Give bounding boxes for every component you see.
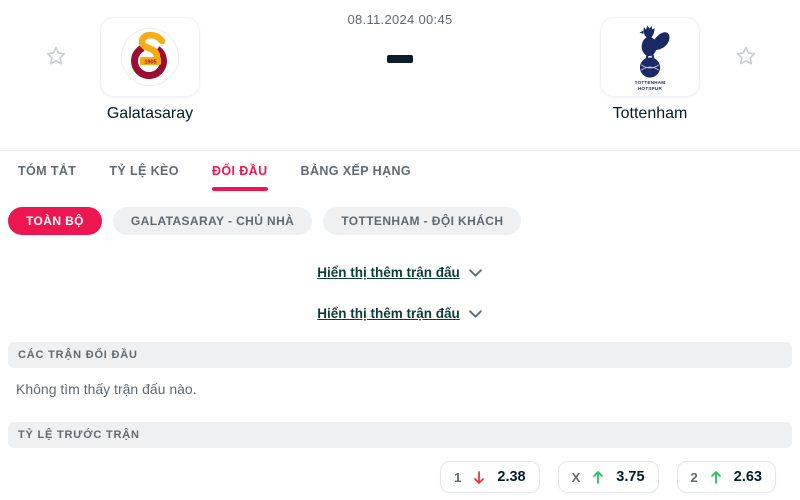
- h2h-filters: TOÀN BỘ GALATASARAY - CHỦ NHÀ TOTTENHAM …: [8, 207, 800, 235]
- odds-draw-label: X: [571, 469, 581, 485]
- prematch-odds-row: 1 2.38 X 3.75 2 2.63: [0, 461, 776, 493]
- prematch-odds-section-header: TỶ LỆ TRƯỚC TRẬN: [8, 422, 792, 448]
- tab-h2h-label: ĐỐI ĐẦU: [211, 164, 268, 178]
- tab-h2h[interactable]: ĐỐI ĐẦU: [211, 151, 268, 191]
- odds-home-win-button[interactable]: 1 2.38: [440, 461, 540, 493]
- home-team: 1905 Galatasaray: [80, 17, 220, 123]
- odds-away-value: 2.63: [733, 469, 762, 485]
- tab-standings-label: BẢNG XẾP HẠNG: [300, 164, 412, 178]
- score-placeholder-dash: [387, 55, 413, 63]
- odds-draw-button[interactable]: X 3.75: [557, 461, 659, 493]
- odds-away-label: 2: [690, 469, 698, 485]
- home-team-logo[interactable]: 1905: [100, 17, 200, 97]
- tab-standings[interactable]: BẢNG XẾP HẠNG: [301, 151, 412, 191]
- filter-all-button[interactable]: TOÀN BỘ: [8, 207, 102, 235]
- chevron-down-icon: [468, 309, 482, 318]
- away-team-name[interactable]: Tottenham: [612, 105, 688, 122]
- show-more-matches-row-2[interactable]: Hiển thị thêm trận đấu: [0, 306, 800, 321]
- tab-odds-label: TỶ LỆ KÈO: [109, 164, 179, 178]
- crest-club-name-line2: HOTSPUR: [638, 86, 662, 91]
- tab-summary[interactable]: TÓM TẮT: [18, 151, 76, 191]
- odds-draw-value: 3.75: [616, 469, 645, 485]
- match-datetime: 08.11.2024 00:45: [347, 12, 453, 27]
- galatasaray-crest-icon: 1905: [121, 28, 179, 86]
- chevron-down-icon: [468, 268, 482, 277]
- h2h-section-header: CÁC TRẬN ĐỐI ĐẦU: [8, 342, 792, 368]
- filter-away-team-button[interactable]: TOTTENHAM - ĐỘI KHÁCH: [323, 207, 522, 235]
- away-team: TOTTENHAM HOTSPUR Tottenham: [580, 17, 720, 123]
- home-team-name[interactable]: Galatasaray: [106, 105, 194, 122]
- crest-club-name-line1: TOTTENHAM: [635, 80, 666, 85]
- crest-founded-year: 1905: [144, 59, 156, 65]
- show-more-matches-row-1[interactable]: Hiển thị thêm trận đấu: [0, 265, 800, 280]
- odds-trend-down-icon: [474, 470, 485, 484]
- match-tabs: TÓM TẮT TỶ LỆ KÈO ĐỐI ĐẦU BẢNG XẾP HẠNG: [0, 150, 800, 191]
- odds-home-value: 2.38: [497, 469, 526, 485]
- tottenham-crest-icon: TOTTENHAM HOTSPUR: [635, 25, 670, 91]
- favorite-away-star-icon[interactable]: [734, 44, 758, 73]
- away-team-logo[interactable]: TOTTENHAM HOTSPUR: [600, 17, 700, 97]
- show-more-matches-link[interactable]: Hiển thị thêm trận đấu: [317, 265, 460, 280]
- favorite-home-star-icon[interactable]: [44, 44, 68, 73]
- show-more-matches-link[interactable]: Hiển thị thêm trận đấu: [317, 306, 460, 321]
- tab-summary-label: TÓM TẮT: [18, 164, 77, 178]
- match-header: 08.11.2024 00:45 1905 Galatasaray: [0, 0, 800, 150]
- tab-odds[interactable]: TỶ LỆ KÈO: [109, 151, 179, 191]
- h2h-empty-message: Không tìm thấy trận đấu nào.: [16, 381, 197, 397]
- active-tab-indicator: [211, 187, 268, 191]
- odds-away-win-button[interactable]: 2 2.63: [676, 461, 776, 493]
- odds-trend-up-icon: [710, 470, 721, 484]
- filter-home-team-button[interactable]: GALATASARAY - CHỦ NHÀ: [112, 207, 313, 235]
- odds-home-label: 1: [454, 469, 462, 485]
- odds-trend-up-icon: [593, 470, 604, 484]
